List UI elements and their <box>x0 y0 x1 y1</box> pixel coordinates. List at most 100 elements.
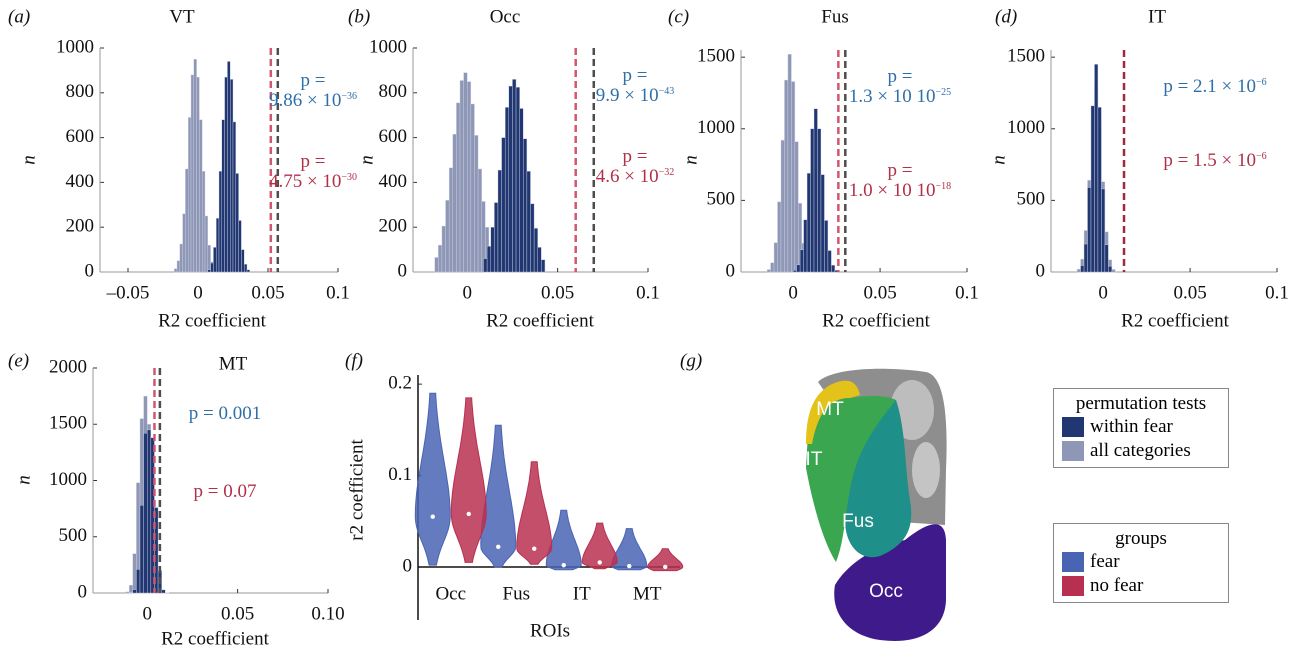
p-value-text: p = <box>623 65 648 86</box>
region-occ <box>834 524 946 641</box>
panel-title: MT <box>219 353 248 374</box>
histogram-bar <box>817 128 822 273</box>
y-tick-label: 0 <box>726 260 736 281</box>
p-value-exponent: −25 <box>936 87 952 98</box>
p-value-text: p = <box>888 66 913 87</box>
p-value: p = <box>301 151 326 172</box>
y-tick-label: 200 <box>379 216 408 237</box>
histogram-bar <box>215 218 220 273</box>
histogram-bar <box>434 257 439 273</box>
y-axis-label: n <box>680 155 701 165</box>
p-value-exponent: −18 <box>936 181 952 192</box>
panel-title: Occ <box>490 6 521 27</box>
p-value-text: 1.3 × 10 10 <box>849 86 936 107</box>
histogram-bar <box>1108 266 1113 273</box>
p-value-exponent: −6 <box>1256 77 1267 88</box>
p-value-text: p = 0.001 <box>189 403 261 424</box>
p-value-text: p = 0.07 <box>194 481 257 502</box>
histogram-bar <box>235 173 239 273</box>
p-value-text: p = <box>301 151 326 172</box>
panel-label: (a) <box>8 6 30 27</box>
x-tick-label: 0.05 <box>1173 282 1206 303</box>
histogram-bar <box>794 141 799 273</box>
p-value: 1.3 × 10 10−25 <box>849 86 951 107</box>
median-dot <box>561 562 566 568</box>
histogram-bar <box>207 269 211 273</box>
region-label: MT <box>816 399 844 420</box>
x-tick-label: 0 <box>142 603 152 624</box>
region-label: Fus <box>842 511 874 532</box>
histogram-bar <box>533 228 538 273</box>
histogram-bar <box>173 268 178 273</box>
x-tick-label: 0.1 <box>955 282 979 303</box>
histogram-bar <box>136 569 141 594</box>
p-value-text: p = <box>888 160 913 181</box>
y-tick-label: 1500 <box>697 46 735 67</box>
histogram-bar <box>448 167 453 273</box>
histogram-bar <box>483 258 488 273</box>
panel-title: Fus <box>821 6 848 27</box>
histogram-bar <box>204 215 208 273</box>
histogram-bar <box>796 264 801 273</box>
p-value: 1.0 × 10 10−18 <box>849 180 951 201</box>
y-tick-label: 1500 <box>1007 46 1045 67</box>
y-tick-label: 400 <box>379 171 408 192</box>
p-value-text: 4.75 × 10 <box>269 171 341 192</box>
histogram-bar <box>467 81 472 273</box>
x-tick-label: 0 <box>193 282 203 303</box>
histogram-bar <box>508 85 513 273</box>
histogram-bar <box>806 172 811 273</box>
legend-entry: within fear <box>1062 415 1220 439</box>
region-it <box>806 395 896 562</box>
histogram-bar <box>519 108 524 273</box>
panel-label: (b) <box>348 6 370 27</box>
x-tick-label: 0 <box>788 282 798 303</box>
region-label: Occ <box>869 581 903 602</box>
violin <box>647 548 684 572</box>
violin <box>516 461 553 565</box>
histogram-bar <box>1080 265 1085 273</box>
histogram-bar <box>784 79 789 273</box>
median-dot <box>597 560 602 565</box>
p-value-exponent: −6 <box>1256 151 1267 162</box>
histogram-bar <box>463 72 468 273</box>
p-value-text: p = <box>623 146 648 167</box>
legend-label: no fear <box>1090 575 1144 596</box>
histogram-bar <box>501 137 506 273</box>
histogram-bar <box>792 270 797 273</box>
median-dot <box>627 563 632 569</box>
legend-entry: no fear <box>1062 574 1220 598</box>
histogram-bar <box>179 243 183 273</box>
panel-title: VT <box>169 6 195 27</box>
y-axis-label: n <box>356 155 377 165</box>
p-value-exponent: −43 <box>659 86 675 97</box>
y-tick-label: 0 <box>85 260 95 281</box>
p-value: p = <box>888 160 913 181</box>
x-axis-label: R2 coefficient <box>486 310 595 331</box>
legend-title: groups <box>1115 528 1167 549</box>
histogram-bar <box>787 54 792 273</box>
histogram-bar <box>799 249 804 273</box>
panel-label: (f) <box>345 350 363 371</box>
histogram-bar <box>125 591 130 594</box>
p-value: 9.9 × 10−43 <box>596 85 675 106</box>
x-axis-label: R2 coefficient <box>158 310 267 331</box>
p-value: 9.86 × 10−36 <box>269 90 357 111</box>
x-tick-label: 0.05 <box>221 603 254 624</box>
panel-label: (d) <box>995 6 1017 27</box>
p-value-exponent: −30 <box>341 172 357 183</box>
y-tick-label: 0 <box>1036 260 1046 281</box>
y-tick-label: 400 <box>66 171 95 192</box>
median-dot <box>496 544 501 550</box>
x-tick-label: 0.1 <box>326 282 350 303</box>
histogram-bar <box>438 244 443 273</box>
histogram-bar <box>470 103 475 273</box>
histogram-bar <box>190 74 194 273</box>
histogram-bar <box>810 128 815 273</box>
panel-label: (g) <box>680 350 702 371</box>
histogram-bar <box>831 264 836 273</box>
x-tick-label: 0.10 <box>311 603 344 624</box>
histogram-bar <box>128 584 133 594</box>
histogram-bar <box>504 107 510 273</box>
